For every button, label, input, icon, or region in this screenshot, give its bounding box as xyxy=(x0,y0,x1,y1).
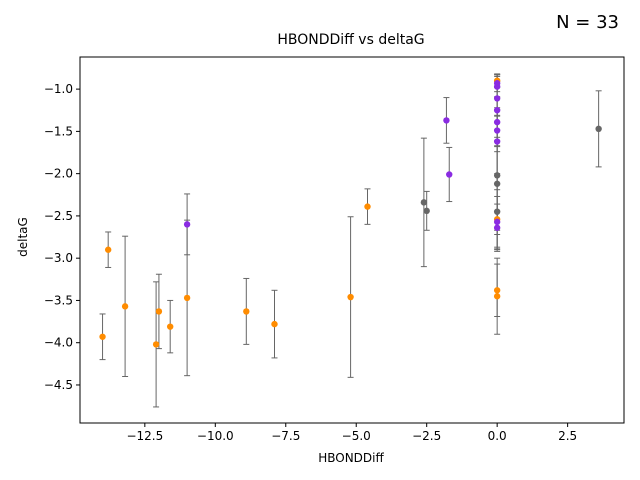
y-tick-label: −4.5 xyxy=(44,378,73,392)
data-point xyxy=(121,303,129,310)
x-tick-label: −10.0 xyxy=(197,429,234,443)
data-point xyxy=(493,218,501,226)
x-tick-label: 2.5 xyxy=(558,429,577,443)
plot-frame xyxy=(79,56,625,424)
y-tick-label: −3.5 xyxy=(44,293,73,307)
data-point xyxy=(183,221,191,228)
data-point xyxy=(493,95,501,102)
data-point xyxy=(493,118,501,126)
data-point xyxy=(271,320,278,328)
data-point xyxy=(347,293,354,301)
x-tick-label: 0.0 xyxy=(488,429,507,443)
data-point xyxy=(493,180,501,187)
chart-title: HBONDDiff vs deltaG xyxy=(277,32,424,48)
data-point xyxy=(99,333,106,340)
data-point xyxy=(493,138,501,145)
y-axis-label: deltaG xyxy=(16,217,30,257)
data-point xyxy=(166,323,174,330)
y-tick-label: −2.5 xyxy=(44,209,73,223)
data-point xyxy=(423,207,430,215)
y-tick-label: −4.0 xyxy=(44,336,73,350)
sample-count-annotation: N = 33 xyxy=(556,12,619,33)
data-point xyxy=(443,117,450,124)
data-point xyxy=(364,203,371,210)
data-point xyxy=(595,125,602,133)
data-point xyxy=(104,246,112,253)
y-tick-label: −2.0 xyxy=(44,167,73,181)
x-tick-label: −7.5 xyxy=(271,429,300,443)
x-axis-label: HBONDDiff xyxy=(318,451,384,465)
point-layer xyxy=(99,77,602,348)
data-point xyxy=(493,127,501,134)
data-point xyxy=(493,172,501,179)
y-axis-ticks: −4.5 −4.0 −3.5 −3.0 −2.5 −2.0 −1.5 −1.0 xyxy=(44,82,80,392)
data-point xyxy=(420,199,428,206)
data-point xyxy=(493,287,501,294)
x-tick-label: −5.0 xyxy=(342,429,371,443)
data-point xyxy=(243,308,250,315)
data-point xyxy=(493,208,501,215)
y-tick-label: −3.0 xyxy=(44,251,73,265)
data-point xyxy=(446,171,453,178)
x-tick-label: −2.5 xyxy=(412,429,441,443)
data-point xyxy=(183,294,191,302)
data-point xyxy=(493,83,501,90)
data-point xyxy=(493,224,501,231)
errorbar-layer xyxy=(99,73,602,408)
y-tick-label: −1.5 xyxy=(44,124,73,138)
data-point xyxy=(493,107,501,114)
data-point xyxy=(493,293,501,300)
x-tick-label: −12.5 xyxy=(126,429,163,443)
data-point xyxy=(152,341,160,348)
data-point xyxy=(155,308,163,315)
x-axis-ticks: −12.5 −10.0 −7.5 −5.0 −2.5 0.0 2.5 xyxy=(126,423,577,443)
y-tick-label: −1.0 xyxy=(44,82,73,96)
